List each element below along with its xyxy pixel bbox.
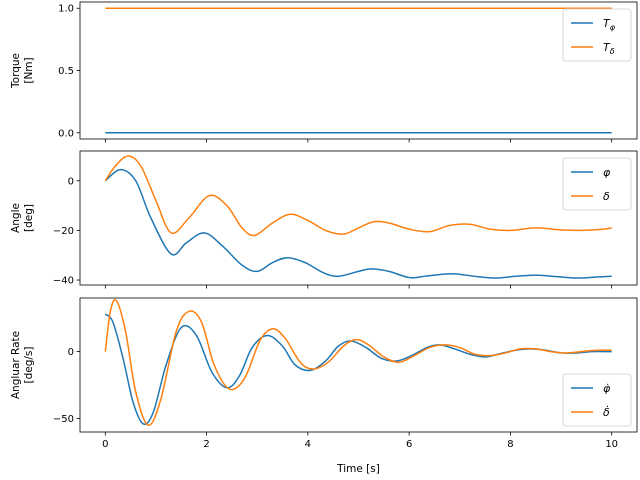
legend: Tφ Tδ [562, 8, 632, 62]
y-tick-label: 0 [68, 347, 74, 358]
legend: φδ [562, 157, 632, 211]
x-tick-label: 10 [605, 439, 618, 450]
legend-label: δ [603, 190, 610, 203]
y-tick-label: −20 [53, 226, 74, 237]
subplot-2: −40 −20 0 Angle[deg] φδ [10, 150, 638, 289]
y-axis-label: Torque[Nm] [10, 53, 35, 89]
legend-label: Tδ [603, 41, 615, 56]
x-tick-label: 2 [203, 439, 209, 450]
series-line-3-1 [104, 313, 612, 426]
series-line-2-1 [104, 168, 612, 279]
series-line-3-2 [104, 298, 612, 427]
y-tick-label: 0.5 [58, 66, 74, 77]
legend-label: φ [603, 166, 611, 179]
y-axis-label: Angle[deg] [10, 203, 35, 233]
legend-frame [562, 157, 632, 211]
y-tick-label: 0.0 [58, 128, 74, 139]
x-tick-label: 0 [102, 439, 108, 450]
x-tick-label: 6 [406, 439, 412, 450]
x-tick-label: 8 [507, 439, 513, 450]
legend-frame [562, 373, 632, 427]
y-tick-label: −50 [53, 414, 74, 425]
axes-frame [79, 150, 638, 286]
legend-label: Tφ [603, 17, 616, 32]
axes-frame [79, 1, 638, 140]
axes-frame [79, 297, 638, 433]
legend-label: φ̇ [603, 382, 611, 395]
legend-label: δ̇ [603, 405, 610, 419]
series-line-2-2 [104, 155, 612, 237]
subplot-1: 0.0 0.5 1.0 Torque[Nm] Tφ Tδ [10, 1, 638, 143]
y-tick-label: −40 [53, 276, 74, 287]
y-tick-label: 1.0 [58, 4, 74, 15]
legend: φ̇ δ̇ [562, 373, 632, 427]
x-tick-label: 4 [305, 439, 311, 450]
x-axis-label: Time [s] [336, 463, 380, 475]
legend-frame [562, 8, 632, 62]
y-axis-label: Angluar Rate[deg/s] [10, 331, 35, 399]
y-tick-label: 0 [68, 176, 74, 187]
subplot-3: 0 2 4 6 8 10 −50 0 Angluar Rate[deg/s] Time [s] φ̇… [10, 297, 638, 475]
